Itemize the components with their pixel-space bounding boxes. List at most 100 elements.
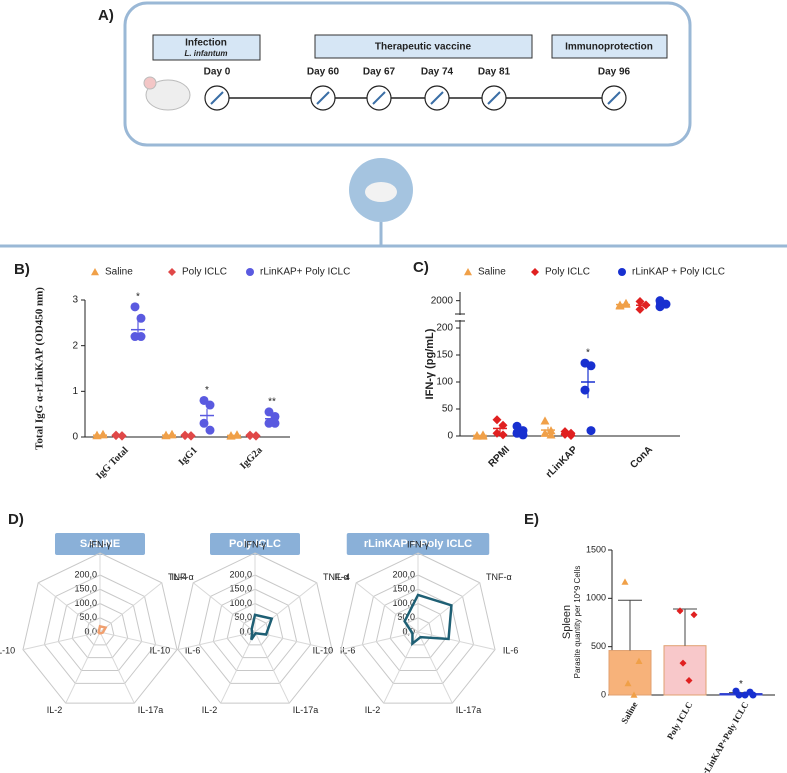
- y-axis-label: Total IgG α-rLinKAP (OD450 nm): [34, 287, 46, 450]
- legend-label: rLinKAP + Poly ICLC: [632, 267, 725, 278]
- y-axis-label: Spleen: [561, 605, 573, 639]
- data-point: [167, 429, 177, 438]
- panel-label: C): [413, 259, 429, 276]
- radar-axis-label: IL-17a: [138, 705, 164, 715]
- data-point: [130, 302, 140, 312]
- data-point: [621, 298, 631, 307]
- x-tick-label: rLinKAP+Poly ICLC: [700, 700, 750, 773]
- radar-ring: [340, 552, 496, 704]
- data-point: [586, 426, 596, 436]
- data-point: [205, 425, 215, 435]
- legend-marker: [168, 268, 176, 276]
- radar-tick-label: 50,0: [234, 612, 252, 622]
- radar-axis-label: IL-2: [202, 705, 218, 715]
- radar-spoke: [220, 631, 256, 704]
- radar-title: Poly ICLC: [229, 538, 281, 550]
- panel-label: B): [14, 261, 30, 278]
- data-point: [580, 385, 590, 395]
- x-tick-label: RPMI: [487, 444, 513, 470]
- y-tick-label: 1500: [586, 544, 606, 554]
- data-point: [540, 428, 550, 437]
- x-tick-label: rLinKAP: [544, 444, 580, 480]
- radar-ring: [226, 602, 284, 659]
- data-point: [635, 297, 645, 307]
- radar-spoke: [417, 631, 496, 651]
- radar-title: SALINE: [80, 538, 120, 550]
- x-tick-label: IgG1: [177, 445, 200, 468]
- radar-spoke: [417, 631, 453, 704]
- radar-tick-label: 200,0: [74, 569, 97, 579]
- radar-tick-label: 150,0: [74, 584, 97, 594]
- y-axis-label: Parasite quantity per 10^9 Cells: [573, 566, 582, 679]
- radar-axis-label: IL-6: [340, 646, 356, 656]
- phase-box: [152, 34, 261, 61]
- data-point: [735, 691, 743, 699]
- significance: *: [739, 679, 743, 690]
- data-point: [136, 313, 146, 323]
- legend-marker: [531, 268, 539, 276]
- data-point: [232, 430, 242, 439]
- radar-spoke: [417, 582, 481, 633]
- radar-tick-label: 200,0: [229, 569, 252, 579]
- x-tick-label: Saline: [619, 700, 639, 725]
- radar-axis-label: IL-4: [334, 572, 350, 582]
- significance: *: [586, 348, 590, 359]
- radar-axis-label: IL-10: [313, 646, 334, 656]
- radar-axis-label: IL-2: [47, 705, 63, 715]
- radar-tick-label: 0,0: [239, 626, 252, 636]
- phase-box: [314, 34, 533, 59]
- significance: *: [205, 385, 209, 396]
- data-point: [498, 420, 508, 430]
- radar-ring: [361, 574, 475, 684]
- data-point: [98, 429, 108, 438]
- data-point: [635, 304, 645, 314]
- y-tick-label: 1000: [586, 593, 606, 603]
- legend-label: Poly ICLC: [545, 267, 590, 278]
- radar-axis-label: IL-2: [365, 705, 381, 715]
- radar-shape: [250, 613, 274, 641]
- radar-axis-label: IFN-γ: [89, 539, 111, 549]
- radar-title: rLinKAP + Poly ICLC: [364, 538, 472, 550]
- radar-spoke: [254, 582, 318, 633]
- radar-axis-label: IL-10: [0, 646, 15, 656]
- y-tick-label: 2: [72, 340, 78, 351]
- y-tick-label: 2000: [431, 295, 454, 306]
- data-point: [270, 418, 280, 428]
- x-tick-label: IgG2a: [238, 445, 265, 472]
- x-tick-label: ConA: [628, 444, 655, 471]
- phase-box: [551, 34, 668, 59]
- radar-ring: [57, 588, 143, 672]
- radar-ring: [177, 552, 333, 704]
- data-point: [679, 659, 687, 667]
- radar-ring: [212, 588, 298, 672]
- radar-tick-label: 200,0: [392, 569, 415, 579]
- radar-axis-label: TNF-α: [323, 572, 349, 582]
- radar-tick-label: 0,0: [84, 626, 97, 636]
- data-point: [205, 400, 215, 410]
- y-axis-label: IFN-γ (pg/mL): [424, 328, 436, 399]
- data-point: [749, 691, 757, 699]
- radar-axis-label: IFN-γ: [407, 539, 429, 549]
- day-icon: [487, 91, 501, 105]
- legend-label: Saline: [478, 267, 506, 278]
- phase-subtitle: L. infantum: [184, 49, 227, 58]
- day-label: Day 81: [478, 67, 511, 78]
- data-point: [741, 691, 749, 699]
- radar-spoke: [340, 631, 419, 651]
- y-tick-label: 1: [72, 386, 78, 397]
- radar-spoke: [254, 631, 290, 704]
- y-tick-label: 50: [442, 404, 454, 415]
- radar-tick-label: 0,0: [402, 626, 415, 636]
- y-tick-label: 100: [436, 377, 453, 388]
- radar-axis-label: IL-10: [150, 646, 171, 656]
- y-tick-label: 150: [436, 350, 453, 361]
- day-icon: [210, 91, 224, 105]
- data-point: [498, 430, 508, 440]
- bar: [608, 650, 652, 696]
- radar-ring: [240, 617, 270, 646]
- data-point: [540, 416, 550, 425]
- day-label: Day 96: [598, 67, 631, 78]
- axis-break: [455, 315, 465, 320]
- data-point: [615, 301, 625, 310]
- data-point: [546, 430, 556, 439]
